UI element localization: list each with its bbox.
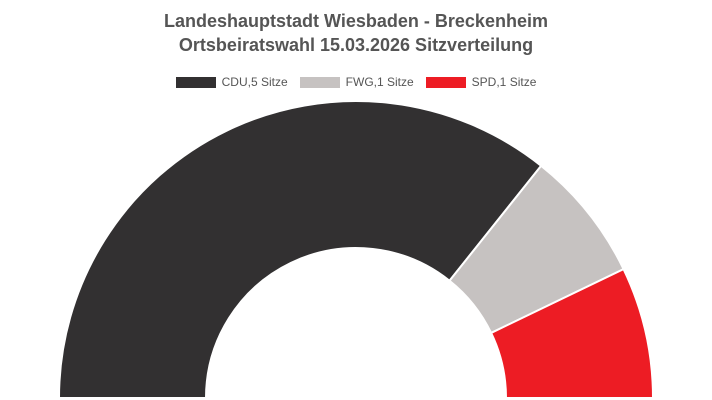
chart-title-line-2: Ortsbeiratswahl 15.03.2026 Sitzverteilun…	[178, 35, 534, 55]
chart-legend: CDU,5 Sitze FWG,1 Sitze SPD,1 Sitze	[0, 75, 712, 89]
legend-swatch-fwg	[299, 76, 340, 88]
legend-label-fwg: FWG,1 Sitze	[345, 75, 414, 89]
legend-swatch-cdu	[175, 76, 216, 88]
legend-label-spd: SPD,1 Sitze	[471, 75, 537, 89]
legend-item-spd[interactable]: SPD,1 Sitze	[425, 75, 537, 89]
legend-item-cdu[interactable]: CDU,5 Sitze	[175, 75, 288, 89]
chart-arcs	[57, 100, 655, 399]
legend-swatch-spd	[425, 76, 466, 88]
slice-cdu[interactable]	[57, 100, 543, 399]
chart-title-line-1: Landeshauptstadt Wiesbaden - Breckenheim	[164, 11, 548, 31]
legend-item-fwg[interactable]: FWG,1 Sitze	[299, 75, 414, 89]
legend-label-cdu: CDU,5 Sitze	[221, 75, 288, 89]
slice-spd[interactable]	[489, 267, 655, 399]
